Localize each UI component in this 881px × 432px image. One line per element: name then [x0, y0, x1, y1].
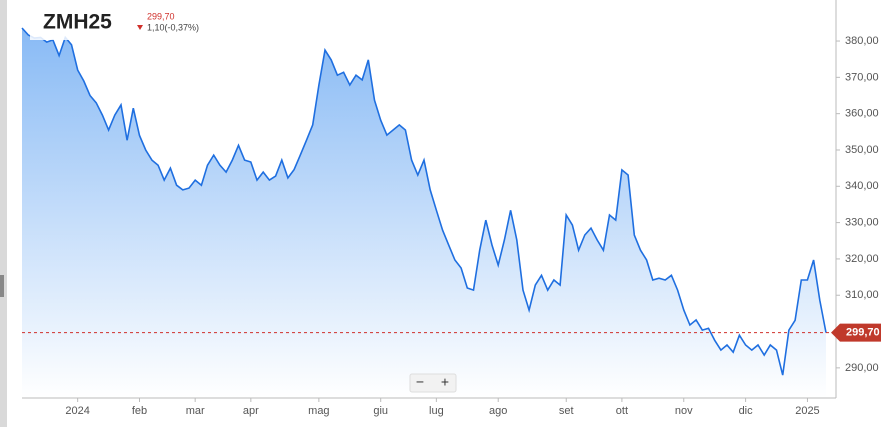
x-tick-label: nov	[675, 405, 693, 417]
y-tick-label: 310,00	[845, 289, 879, 301]
y-tick-label: 340,00	[845, 180, 879, 192]
x-tick-label: ago	[489, 405, 507, 417]
symbol: ZMH25	[43, 11, 112, 34]
zoom-in[interactable]: +	[441, 374, 449, 390]
x-tick-label: 2024	[65, 405, 89, 417]
x-tick-label: apr	[243, 405, 259, 417]
side-bar	[0, 0, 7, 427]
x-tick-label: 2025	[795, 405, 819, 417]
side-handle	[0, 275, 4, 297]
zoom-out[interactable]: −	[416, 374, 424, 390]
current-price-tag	[831, 323, 881, 342]
y-tick-label: 330,00	[845, 217, 879, 229]
x-tick-label: set	[559, 405, 574, 417]
down-arrow	[137, 25, 143, 30]
x-tick-label: giu	[373, 405, 388, 417]
price-line	[21, 27, 827, 376]
y-tick-label: 350,00	[845, 144, 879, 156]
zoom-controls: − +	[409, 373, 457, 393]
y-tick-label: 380,00	[845, 35, 879, 47]
y-tick-label: 320,00	[845, 253, 879, 265]
price: 299,70	[147, 11, 175, 21]
x-tick-label: feb	[132, 405, 147, 417]
x-tick-label: mag	[308, 405, 329, 417]
y-tick-label: 360,00	[845, 108, 879, 120]
x-tick-label: mar	[186, 405, 205, 417]
current-price-label: 299,70	[846, 327, 880, 339]
y-tick-label: 290,00	[845, 362, 879, 374]
x-tick-label: lug	[429, 405, 444, 417]
x-tick-label: dic	[739, 405, 754, 417]
x-tick-label: ott	[616, 405, 628, 417]
y-tick-label: 370,00	[845, 71, 879, 83]
change: 1,10(-0,37%)	[147, 22, 199, 32]
header-bg	[30, 6, 212, 40]
plot	[21, 27, 827, 398]
area-fill	[22, 28, 826, 398]
zoom-box	[409, 373, 457, 393]
